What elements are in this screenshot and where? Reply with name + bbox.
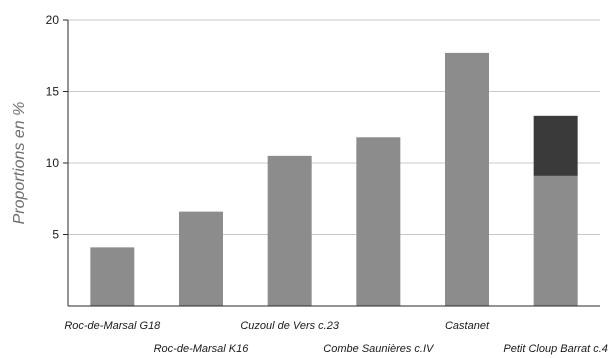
bar-1-segment-1 [90, 247, 135, 306]
category-label-4: Combe Saunières c.IV [323, 343, 435, 355]
category-label-3: Cuzoul de Vers c.23 [240, 320, 340, 332]
bar-2-segment-1 [179, 211, 223, 306]
bar-4-segment-1 [356, 137, 401, 306]
bar-3-segment-1 [267, 155, 312, 306]
y-tick-label-20: 20 [46, 13, 60, 27]
category-labels: Roc-de-Marsal G18 Roc-de-Marsal K16 Cuzoul… [64, 320, 608, 355]
bar-6-segment-2 [533, 115, 578, 176]
category-label-1: Roc-de-Marsal G18 [64, 320, 161, 332]
category-label-5: Castanet [445, 320, 490, 332]
y-axis-label: Proportions en % [11, 102, 28, 225]
bars [90, 52, 578, 306]
y-tick-label-10: 10 [46, 156, 60, 170]
y-tick-labels: 5 10 15 20 [46, 13, 68, 242]
bar-6-segment-1 [533, 175, 578, 306]
bar-5-segment-1 [445, 52, 489, 306]
y-tick-label-5: 5 [52, 228, 59, 242]
category-label-2: Roc-de-Marsal K16 [154, 343, 250, 355]
y-tick-label-15: 15 [46, 85, 60, 99]
gridlines [68, 19, 600, 235]
category-label-6: Petit Cloup Barrat c.4 [503, 343, 608, 355]
